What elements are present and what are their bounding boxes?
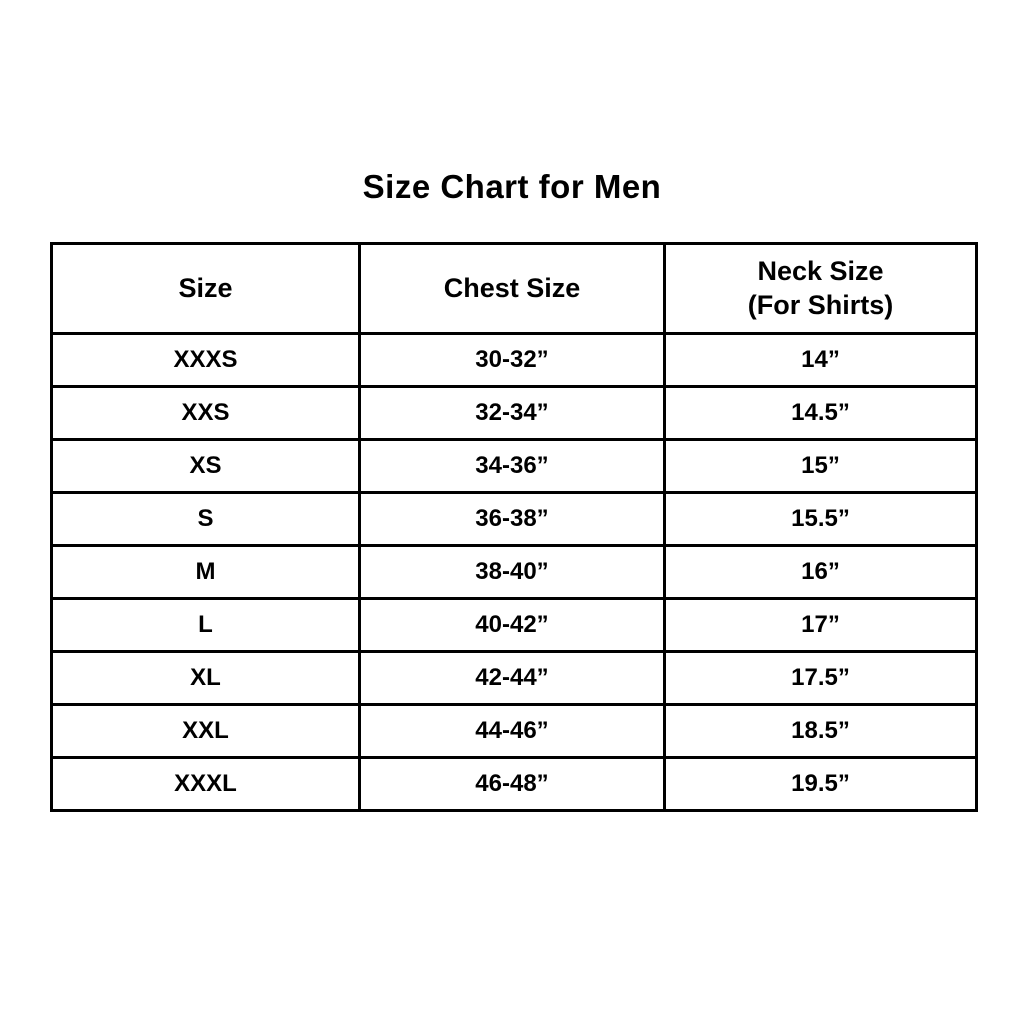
table-row: S 36-38” 15.5”	[50, 491, 978, 547]
table-cell: 15.5”	[663, 491, 978, 547]
table-header: Size Chest Size Neck Size (For Shirts)	[50, 242, 978, 335]
size-table-body: XXXS 30-32” 14” XXS 32-34” 14.5” XS 34-36” 15” S 3…	[50, 332, 978, 812]
table-cell: 40-42”	[358, 597, 666, 653]
table-cell: M	[50, 544, 361, 600]
table-cell: 16”	[663, 544, 978, 600]
table-cell: 46-48”	[358, 756, 666, 812]
table-cell: XXS	[50, 385, 361, 441]
table-cell: 19.5”	[663, 756, 978, 812]
header-neck-size-subtitle: (For Shirts)	[747, 289, 894, 320]
table-row: XXXS 30-32” 14”	[50, 332, 978, 388]
table-cell: 17.5”	[663, 650, 978, 706]
table-cell: 15”	[663, 438, 978, 494]
table-cell: XS	[50, 438, 361, 494]
table-row: M 38-40” 16”	[50, 544, 978, 600]
header-chest-size: Chest Size	[358, 242, 666, 335]
table-row: XXL 44-46” 18.5”	[50, 703, 978, 759]
table-cell: L	[50, 597, 361, 653]
table-cell: 34-36”	[358, 438, 666, 494]
table-row: XL 42-44” 17.5”	[50, 650, 978, 706]
size-chart-table: Size Chest Size Neck Size (For Shirts) X…	[50, 242, 978, 812]
table-cell: S	[50, 491, 361, 547]
table-cell: 42-44”	[358, 650, 666, 706]
table-row: XXXL 46-48” 19.5”	[50, 756, 978, 812]
table-cell: 18.5”	[663, 703, 978, 759]
page-title: Size Chart for Men	[362, 168, 662, 205]
table-row: XS 34-36” 15”	[50, 438, 978, 494]
table-cell: 14”	[663, 332, 978, 388]
table-row: XXS 32-34” 14.5”	[50, 385, 978, 441]
table-cell: 14.5”	[663, 385, 978, 441]
table-row: L 40-42” 17”	[50, 597, 978, 653]
header-neck-size-label: Neck Size	[757, 255, 884, 286]
table-cell: 38-40”	[358, 544, 666, 600]
table-cell: XXXS	[50, 332, 361, 388]
header-size: Size	[50, 242, 361, 335]
header-row: Size Chest Size Neck Size (For Shirts)	[50, 242, 978, 335]
table-cell: 36-38”	[358, 491, 666, 547]
table-cell: 30-32”	[358, 332, 666, 388]
table-cell: 44-46”	[358, 703, 666, 759]
table-cell: 17”	[663, 597, 978, 653]
table-cell: XXL	[50, 703, 361, 759]
table-cell: XL	[50, 650, 361, 706]
header-neck-size: Neck Size (For Shirts)	[663, 242, 978, 335]
table-cell: XXXL	[50, 756, 361, 812]
table-cell: 32-34”	[358, 385, 666, 441]
